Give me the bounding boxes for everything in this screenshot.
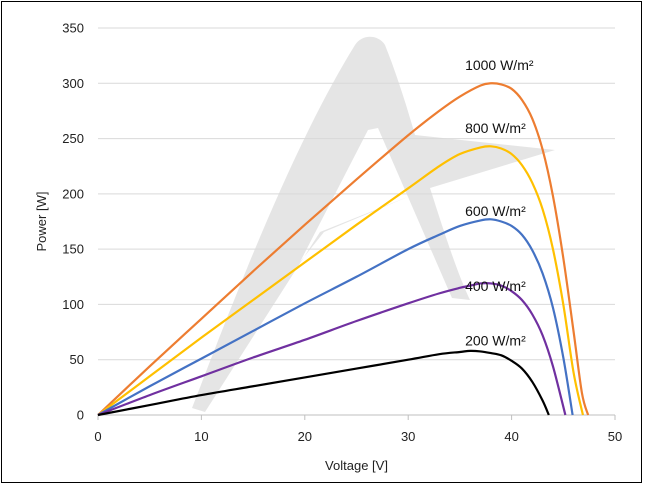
- axes: 0 10 20 30 40 50: [94, 414, 622, 444]
- y-tick-label-7: 350: [62, 21, 84, 36]
- gridlines: 0 50 100 150 200 250 300 350: [62, 21, 615, 423]
- watermark-logo: [192, 36, 555, 412]
- x-tick-label-3: 30: [401, 429, 415, 444]
- x-axis-title: Voltage [V]: [325, 458, 388, 473]
- x-tick-label-4: 40: [504, 429, 518, 444]
- series-labels: 1000 W/m² 800 W/m² 600 W/m² 400 W/m² 200 W/m…: [465, 57, 534, 348]
- x-tick-label-2: 20: [298, 429, 312, 444]
- y-tick-label-3: 150: [62, 242, 84, 257]
- y-axis-title: Power [W]: [34, 192, 49, 252]
- y-tick-label-6: 300: [62, 76, 84, 91]
- series-label-1: 800 W/m²: [465, 120, 526, 136]
- watermark-shape: [192, 36, 555, 412]
- x-tick-label-0: 0: [94, 429, 101, 444]
- y-tick-label-1: 50: [70, 352, 84, 367]
- series-line-2: [97, 218, 574, 416]
- series-label-0: 1000 W/m²: [465, 57, 534, 73]
- series-label-3: 400 W/m²: [465, 278, 526, 294]
- series-line-1: [97, 145, 585, 416]
- series-group: [97, 82, 590, 417]
- series-line-3: [97, 282, 567, 417]
- series-line-4: [97, 349, 550, 417]
- x-tick-label-1: 10: [194, 429, 208, 444]
- series-label-2: 600 W/m²: [465, 203, 526, 219]
- y-tick-label-0: 0: [77, 408, 84, 423]
- y-tick-label-2: 100: [62, 297, 84, 312]
- y-tick-label-4: 200: [62, 186, 84, 201]
- series-label-4: 200 W/m²: [465, 332, 526, 348]
- y-tick-label-5: 250: [62, 131, 84, 146]
- series-line-0: [97, 82, 590, 416]
- x-tick-label-5: 50: [608, 429, 622, 444]
